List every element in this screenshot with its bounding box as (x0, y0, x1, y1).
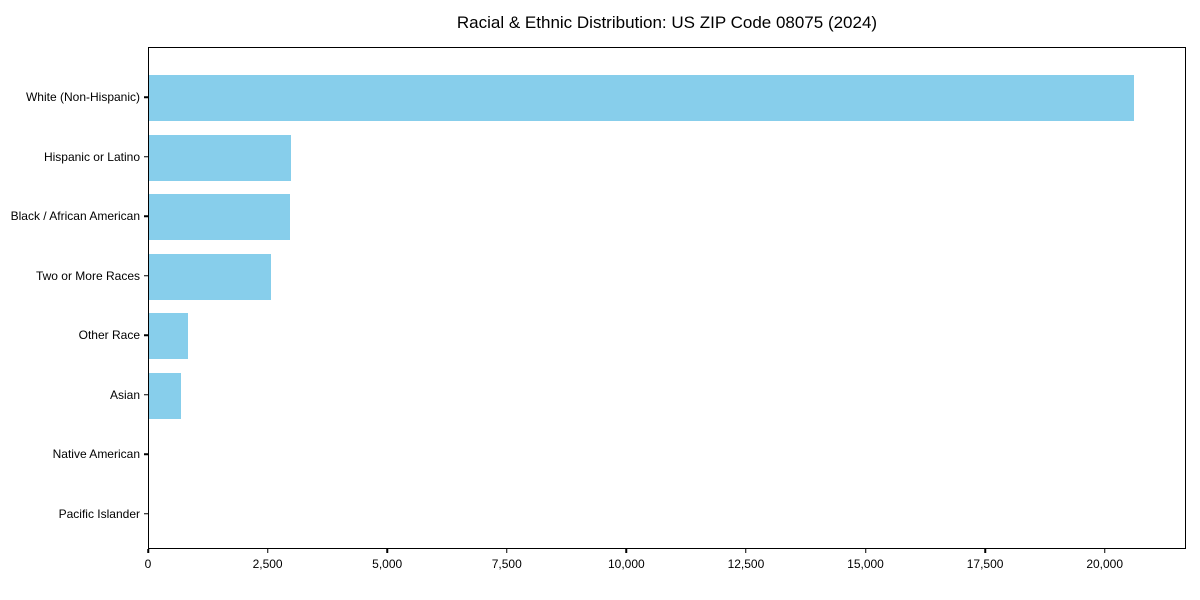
ytick-label-native-american: Native American (52, 447, 140, 462)
xtick-mark (266, 549, 269, 553)
bar-asian (149, 372, 181, 419)
xtick-label-12500: 12,500 (727, 557, 765, 571)
ytick-label-hispanic-or-latino: Hispanic or Latino (43, 149, 140, 164)
xtick-label-7500: 7,500 (491, 557, 522, 571)
xtick-mark (147, 549, 149, 553)
xtick-label-2500: 2,500 (252, 557, 283, 571)
ytick-mark (144, 453, 148, 456)
ytick-label-asian: Asian (109, 387, 140, 402)
ytick-label-white-non-hispanic: White (Non-Hispanic) (25, 90, 140, 104)
plot-area (148, 47, 1186, 549)
bar-black-african-american (149, 194, 290, 241)
ytick-label-black-african-american: Black / African American (10, 209, 140, 224)
ytick-mark (144, 155, 148, 158)
bar-two-or-more-races (149, 253, 271, 300)
xtick-mark (386, 549, 388, 553)
xtick-mark (1103, 549, 1106, 553)
ytick-mark (144, 215, 148, 217)
xtick-label-0: 0 (144, 557, 152, 571)
xtick-label-10000: 10,000 (607, 557, 645, 571)
ytick-mark (144, 334, 148, 337)
bar-hispanic-or-latino (149, 134, 291, 181)
xtick-mark (984, 549, 986, 553)
ytick-label-pacific-islander: Pacific Islander (58, 506, 140, 521)
xtick-label-20000: 20,000 (1086, 557, 1124, 571)
ytick-label-other-race: Other Race (78, 328, 140, 343)
xtick-mark (864, 549, 867, 553)
ytick-mark (144, 274, 148, 277)
ytick-mark (144, 513, 148, 515)
bar-other-race (149, 313, 188, 360)
xtick-mark (745, 549, 747, 553)
ytick-mark (144, 96, 148, 98)
bar-white-non-hispanic (149, 75, 1134, 121)
xtick-label-15000: 15,000 (847, 557, 884, 571)
xtick-mark (506, 549, 508, 553)
ytick-label-two-or-more-races: Two or More Races (35, 268, 140, 283)
ytick-mark (144, 394, 148, 396)
xtick-mark (625, 549, 628, 553)
xtick-label-17500: 17,500 (966, 557, 1004, 571)
chart-title: Racial & Ethnic Distribution: US ZIP Cod… (456, 13, 878, 32)
xtick-label-5000: 5,000 (372, 557, 403, 571)
